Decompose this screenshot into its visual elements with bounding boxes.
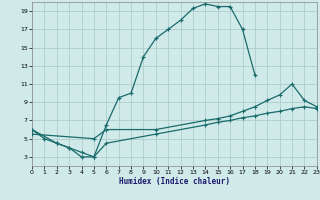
X-axis label: Humidex (Indice chaleur): Humidex (Indice chaleur) [119, 177, 230, 186]
